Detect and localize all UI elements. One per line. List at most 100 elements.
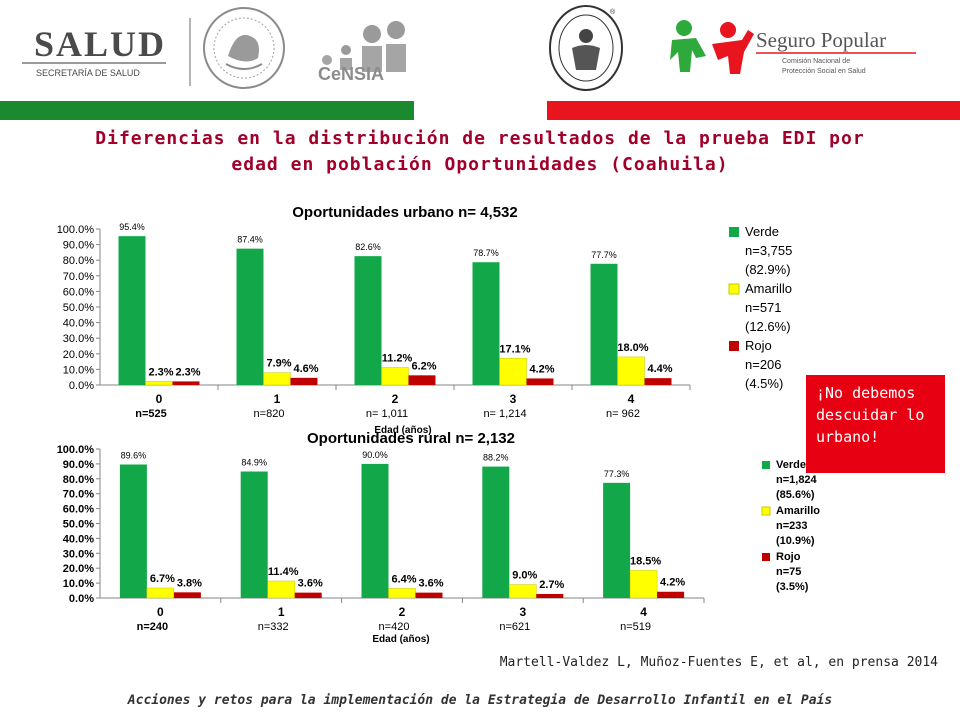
legend-text: (4.5%): [745, 376, 783, 391]
bar-verde: [354, 256, 382, 385]
x-tick-label: 0: [156, 392, 163, 406]
bar-verde: [472, 262, 500, 385]
legend-text: n=571: [745, 300, 782, 315]
y-tick-label: 0.0%: [69, 593, 94, 605]
slide-title: Diferencias en la distribución de result…: [40, 126, 920, 178]
mexico-seal-icon: [203, 7, 285, 89]
legend-swatch-verde: [762, 461, 770, 469]
bar-verde: [361, 463, 389, 598]
data-label: 3.6%: [418, 578, 443, 590]
data-label: 87.4%: [237, 235, 263, 245]
n-label: n= 1,214: [483, 408, 526, 420]
n-label: n=621: [499, 621, 530, 633]
y-tick-label: 50.0%: [63, 519, 94, 531]
bar-verde: [482, 466, 510, 598]
legend-text: (85.6%): [776, 489, 815, 501]
bar-rojo: [644, 378, 672, 385]
x-tick-label: 2: [399, 605, 406, 619]
data-label: 4.4%: [647, 363, 672, 375]
bar-rojo: [294, 592, 322, 598]
slide-title-line1: Diferencias en la distribución de result…: [95, 128, 865, 149]
legend-swatch-amarillo: [761, 506, 771, 516]
y-tick-label: 10.0%: [63, 364, 94, 376]
green-band: [0, 101, 414, 120]
bar-rojo: [415, 592, 443, 598]
censia-logo: CeNSIA: [318, 21, 406, 84]
bar-amarillo: [509, 584, 537, 599]
data-label: 4.2%: [529, 363, 554, 375]
bar-rojo: [526, 378, 554, 385]
legend-swatch-rojo: [729, 341, 739, 351]
callout-box: ¡No debemos descuidar lo urbano!: [806, 375, 945, 473]
bar-amarillo: [267, 580, 295, 599]
data-label: 3.6%: [298, 578, 323, 590]
data-label: 82.6%: [355, 242, 381, 252]
n-label: n=240: [137, 621, 169, 633]
legend-text: Rojo: [745, 338, 772, 353]
n-label: n=332: [258, 621, 289, 633]
x-tick-label: 1: [274, 392, 281, 406]
data-label: 18.5%: [630, 555, 661, 567]
y-tick-label: 20.0%: [63, 563, 94, 575]
bar-rojo: [172, 381, 200, 385]
data-label: 2.3%: [148, 366, 173, 378]
data-label: 7.9%: [266, 358, 291, 370]
salud-logo-subtitle: SECRETARÍA DE SALUD: [36, 68, 140, 78]
bar-amarillo: [617, 356, 645, 386]
n-label: n= 1,011: [366, 408, 408, 420]
bar-amarillo: [629, 570, 658, 599]
bar-verde: [240, 471, 268, 598]
data-label: 11.4%: [268, 566, 299, 578]
legend-swatch-verde: [729, 227, 739, 237]
y-tick-label: 30.0%: [63, 548, 94, 560]
data-label: 78.7%: [473, 248, 499, 258]
data-label: 4.6%: [293, 363, 318, 375]
seguro-popular-line1: Comisión Nacional de: [782, 58, 850, 65]
chart-title: Oportunidades urbano n= 4,532: [292, 204, 517, 221]
chart-title: Oportunidades rural n= 2,132: [307, 430, 515, 447]
y-tick-label: 80.0%: [63, 474, 94, 486]
y-tick-label: 0.0%: [69, 380, 94, 392]
data-label: 6.4%: [391, 573, 416, 585]
x-axis-label: Edad (años): [372, 634, 429, 645]
data-label: 2.3%: [175, 366, 200, 378]
y-tick-label: 40.0%: [63, 318, 94, 330]
legend-text: Amarillo: [776, 505, 820, 517]
x-tick-label: 2: [392, 392, 399, 406]
legend-text: Amarillo: [745, 281, 792, 296]
legend-text: Rojo: [776, 551, 801, 563]
x-tick-label: 4: [628, 392, 635, 406]
data-label: 9.0%: [512, 570, 537, 582]
data-label: 4.2%: [660, 577, 685, 589]
n-label: n=420: [379, 621, 410, 633]
seguro-popular-logo: Seguro Popular Comisión Nacional de Prot…: [670, 20, 916, 75]
data-label: 3.8%: [177, 577, 202, 589]
data-label: 84.9%: [241, 457, 267, 467]
red-band: [547, 101, 960, 120]
legend-text: (3.5%): [776, 581, 809, 593]
data-label: 90.0%: [362, 450, 388, 460]
bar-verde: [118, 236, 146, 385]
legend-text: (10.9%): [776, 535, 815, 547]
y-tick-label: 20.0%: [63, 349, 94, 361]
legend-text: (82.9%): [745, 262, 791, 277]
data-label: 95.4%: [119, 222, 145, 232]
y-tick-label: 60.0%: [63, 504, 94, 516]
x-tick-label: 3: [510, 392, 517, 406]
legend-swatch-rojo: [762, 553, 770, 561]
slide-title-line2: edad en población Oportunidades (Coahuil…: [231, 154, 729, 175]
data-label: 89.6%: [121, 450, 147, 460]
seguro-popular-line2: Protección Social en Salud: [782, 68, 866, 75]
bar-verde: [236, 248, 264, 385]
y-tick-label: 30.0%: [63, 333, 94, 345]
x-axis-label: Edad (años): [374, 425, 431, 436]
data-label: 77.7%: [591, 250, 617, 260]
bar-amarillo: [388, 588, 416, 599]
legend-text: n=1,824: [776, 474, 818, 486]
svg-text:®: ®: [610, 8, 616, 16]
n-label: n=525: [135, 408, 167, 420]
legend-text: n=3,755: [745, 243, 792, 258]
y-tick-label: 100.0%: [57, 444, 95, 456]
